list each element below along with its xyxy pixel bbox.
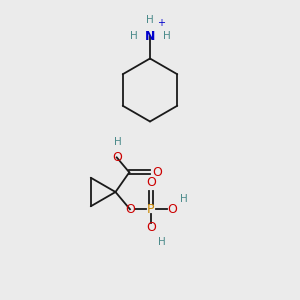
Text: O: O bbox=[125, 203, 135, 216]
Text: O: O bbox=[146, 176, 156, 189]
Text: O: O bbox=[152, 166, 162, 179]
Text: O: O bbox=[112, 151, 122, 164]
Text: H: H bbox=[130, 31, 137, 41]
Text: H: H bbox=[146, 15, 154, 25]
Text: O: O bbox=[167, 203, 177, 216]
Text: H: H bbox=[158, 237, 165, 248]
Text: N: N bbox=[145, 29, 155, 43]
Text: H: H bbox=[180, 194, 188, 204]
Text: P: P bbox=[147, 203, 155, 216]
Text: +: + bbox=[157, 18, 165, 28]
Text: H: H bbox=[114, 136, 122, 147]
Text: O: O bbox=[146, 221, 156, 234]
Text: H: H bbox=[163, 31, 170, 41]
